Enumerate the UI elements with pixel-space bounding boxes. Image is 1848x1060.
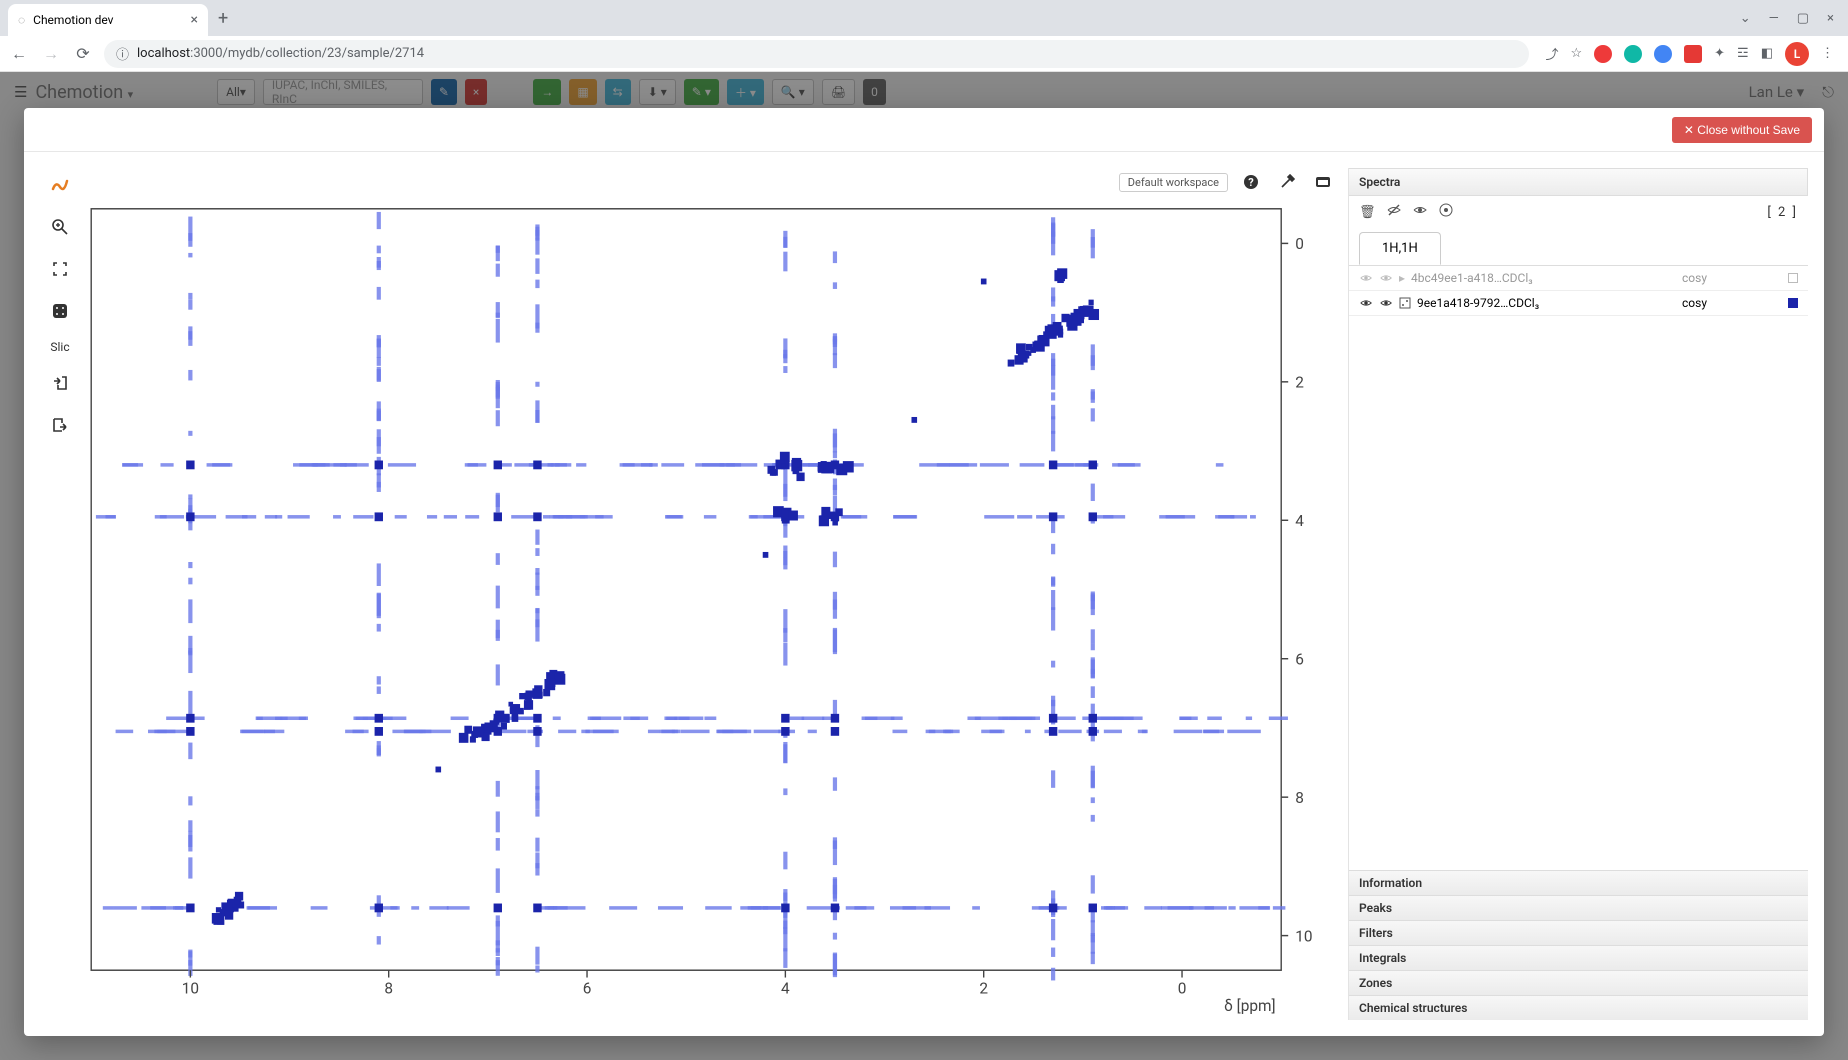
close-without-save-label: Close without Save bbox=[1697, 123, 1800, 137]
spectrum-name: 9ee1a418-9792…CDCl₃ bbox=[1417, 296, 1676, 310]
browser-tab[interactable]: ◌ Chemotion dev × bbox=[8, 4, 208, 36]
svg-text:8: 8 bbox=[384, 978, 393, 997]
recenter-icon[interactable] bbox=[1438, 202, 1454, 222]
spectra-list: ▸4bc49ee1-a418…CDCl₃cosy9ee1a418-9792…CD… bbox=[1349, 265, 1808, 316]
tab-favicon: ◌ bbox=[18, 13, 25, 27]
settings-icon[interactable] bbox=[1274, 169, 1300, 195]
import-icon[interactable] bbox=[47, 370, 73, 396]
close-icon: ✕ bbox=[1684, 123, 1694, 137]
svg-text:6: 6 bbox=[583, 978, 592, 997]
eye-icon[interactable] bbox=[1359, 296, 1373, 310]
help-icon[interactable]: ? bbox=[1238, 169, 1264, 195]
reload-button[interactable]: ⟳ bbox=[72, 44, 94, 63]
svg-text:0: 0 bbox=[1178, 978, 1187, 997]
plot-area: Default workspace ? 0 2 4 6 8 10 10 8 6 4 2 0 δ [ppm… bbox=[80, 168, 1340, 1020]
svg-text:10: 10 bbox=[1295, 926, 1312, 945]
zoom-in-icon[interactable] bbox=[47, 214, 73, 240]
chart-2d-icon bbox=[1399, 297, 1411, 309]
accordions: InformationPeaksFiltersIntegralsZonesChe… bbox=[1349, 870, 1808, 1020]
show-icon[interactable] bbox=[1412, 202, 1428, 222]
browser-tab-bar: ◌ Chemotion dev × + ⌄ — ▢ × bbox=[0, 0, 1848, 36]
url-bar[interactable]: ⓘ localhost:3000/mydb/collection/23/samp… bbox=[104, 40, 1529, 68]
color-swatch[interactable] bbox=[1788, 273, 1798, 283]
spectrum-type: cosy bbox=[1682, 271, 1782, 285]
svg-text:8: 8 bbox=[1295, 788, 1304, 807]
url-text: localhost:3000/mydb/collection/23/sample… bbox=[137, 46, 1517, 61]
ext-icon-2[interactable] bbox=[1624, 45, 1642, 63]
slice-tool-label[interactable]: Slic bbox=[50, 340, 69, 354]
spectra-tab-1h1h[interactable]: 1H,1H bbox=[1359, 232, 1441, 265]
spectra-panel-header: Spectra bbox=[1349, 168, 1808, 196]
svg-text:0: 0 bbox=[1295, 234, 1304, 253]
fullscreen-toggle-icon[interactable] bbox=[1310, 169, 1336, 195]
forward-button[interactable]: → bbox=[40, 44, 62, 64]
close-without-save-button[interactable]: ✕ Close without Save bbox=[1672, 117, 1812, 143]
spectra-panel: Spectra 🗑 [ 2 ] 1H,1H ▸ 4bc49ee1-a418…CDC… bbox=[1348, 168, 1808, 1020]
window-controls: ⌄ — ▢ × bbox=[1740, 11, 1848, 26]
workspace-chip[interactable]: Default workspace bbox=[1119, 173, 1228, 192]
color-swatch[interactable] bbox=[1788, 298, 1798, 308]
ext-icon-1[interactable] bbox=[1594, 45, 1612, 63]
grid-icon[interactable] bbox=[47, 298, 73, 324]
export-icon[interactable] bbox=[47, 412, 73, 438]
spectra-viewer-modal: ✕ Close without Save Slic bbox=[24, 108, 1824, 1036]
ext-icon-4[interactable] bbox=[1684, 45, 1702, 63]
close-window-icon[interactable]: × bbox=[1827, 11, 1834, 26]
delete-icon[interactable]: 🗑 bbox=[1359, 205, 1376, 220]
ext-icon-3[interactable] bbox=[1654, 45, 1672, 63]
eye-icon-2[interactable] bbox=[1379, 271, 1393, 285]
modal-body: Slic Default workspace ? bbox=[24, 152, 1824, 1036]
eye-icon-2[interactable] bbox=[1379, 296, 1393, 310]
svg-text:4: 4 bbox=[1295, 511, 1304, 530]
svg-text:4: 4 bbox=[781, 978, 790, 997]
accordion-chemical-structures[interactable]: Chemical structures bbox=[1349, 995, 1808, 1020]
chevron-down-icon[interactable]: ⌄ bbox=[1740, 11, 1751, 26]
logo-icon[interactable] bbox=[47, 172, 73, 198]
hide-icon[interactable] bbox=[1386, 202, 1402, 222]
extension-icons: ⤴ ☆ ✦ ☲ ◧ L ⋮ bbox=[1539, 42, 1840, 66]
cosy-plot[interactable]: 0 2 4 6 8 10 10 8 6 4 2 0 δ [ppm] bbox=[80, 200, 1340, 1020]
info-icon[interactable]: ⓘ bbox=[116, 44, 129, 63]
spectra-row[interactable]: ▸ 4bc49ee1-a418…CDCl₃ cosy bbox=[1349, 266, 1808, 291]
bookmark-icon[interactable]: ☆ bbox=[1570, 46, 1582, 61]
spectra-tabs: 1H,1H bbox=[1349, 228, 1808, 265]
new-tab-button[interactable]: + bbox=[208, 8, 238, 29]
tab-close-icon[interactable]: × bbox=[191, 12, 198, 28]
spectrum-name: 4bc49ee1-a418…CDCl₃ bbox=[1411, 271, 1676, 285]
browser-chrome: ◌ Chemotion dev × + ⌄ — ▢ × ← → ⟳ ⓘ loca… bbox=[0, 0, 1848, 73]
maximize-icon[interactable]: ▢ bbox=[1797, 11, 1809, 26]
svg-text:2: 2 bbox=[1295, 372, 1304, 391]
eye-icon[interactable] bbox=[1359, 271, 1373, 285]
tab-title: Chemotion dev bbox=[33, 13, 113, 27]
fullscreen-icon[interactable] bbox=[47, 256, 73, 282]
svg-text:δ [ppm]: δ [ppm] bbox=[1224, 996, 1275, 1015]
svg-text:2: 2 bbox=[979, 978, 988, 997]
extensions-icon[interactable]: ✦ bbox=[1714, 46, 1725, 61]
caret-icon: ▸ bbox=[1399, 271, 1405, 285]
viewer-topbar: Default workspace ? bbox=[80, 168, 1340, 196]
spectra-row[interactable]: 9ee1a418-9792…CDCl₃ cosy bbox=[1349, 291, 1808, 316]
profile-avatar[interactable]: L bbox=[1785, 42, 1809, 66]
back-button[interactable]: ← bbox=[8, 44, 30, 64]
accordion-integrals[interactable]: Integrals bbox=[1349, 945, 1808, 970]
viewer-toolbar: Slic bbox=[40, 168, 80, 1020]
kebab-menu-icon[interactable]: ⋮ bbox=[1821, 46, 1834, 61]
browser-address-bar: ← → ⟳ ⓘ localhost:3000/mydb/collection/2… bbox=[0, 36, 1848, 72]
minimize-icon[interactable]: — bbox=[1769, 11, 1779, 26]
svg-text:6: 6 bbox=[1295, 649, 1304, 668]
modal-header: ✕ Close without Save bbox=[24, 108, 1824, 152]
spectra-panel-toolbar: 🗑 [ 2 ] bbox=[1349, 196, 1808, 228]
reading-list-icon[interactable]: ☲ bbox=[1737, 46, 1749, 61]
svg-text:10: 10 bbox=[182, 978, 199, 997]
accordion-filters[interactable]: Filters bbox=[1349, 920, 1808, 945]
share-icon[interactable]: ⤴ bbox=[1545, 44, 1558, 63]
accordion-zones[interactable]: Zones bbox=[1349, 970, 1808, 995]
spectra-count: [ 2 ] bbox=[1767, 205, 1798, 220]
side-panel-icon[interactable]: ◧ bbox=[1761, 46, 1773, 61]
accordion-information[interactable]: Information bbox=[1349, 870, 1808, 895]
spectrum-type: cosy bbox=[1682, 296, 1782, 310]
accordion-peaks[interactable]: Peaks bbox=[1349, 895, 1808, 920]
svg-text:?: ? bbox=[1248, 176, 1254, 189]
